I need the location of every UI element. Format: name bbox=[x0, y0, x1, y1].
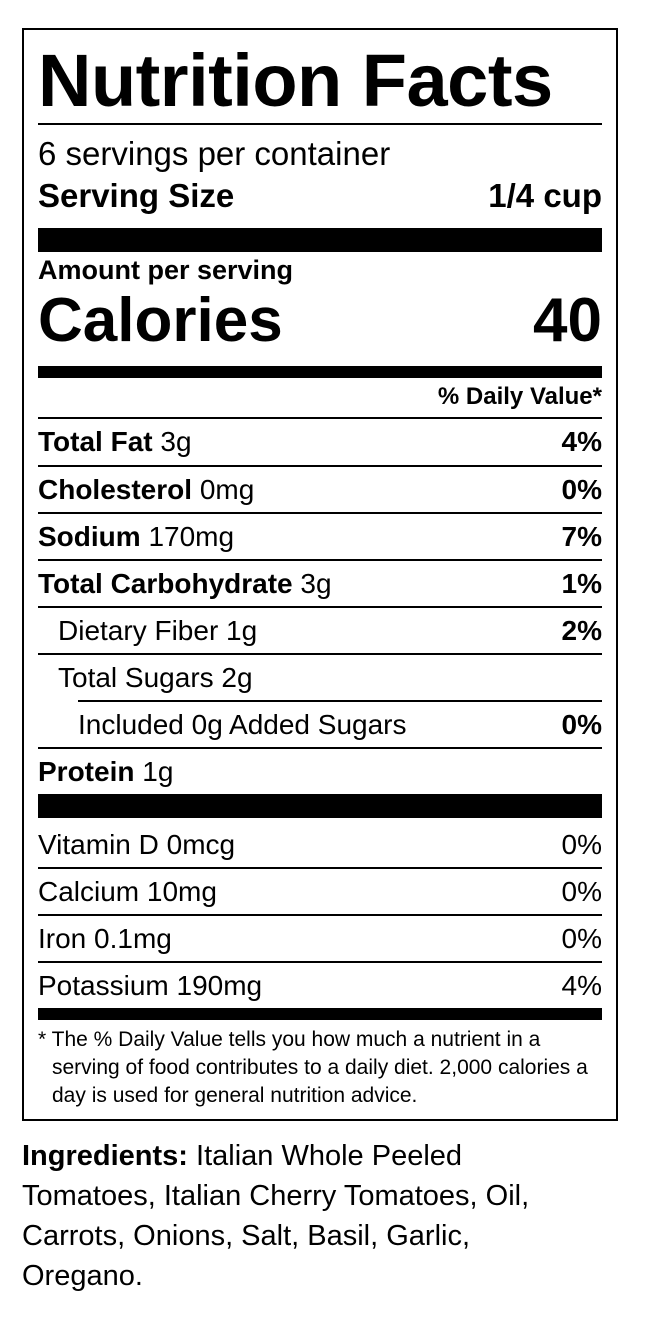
nutrient-name: Total Sugars 2g bbox=[58, 662, 253, 693]
row-divider bbox=[38, 747, 602, 749]
medium-divider bbox=[38, 1008, 602, 1020]
nutrient-daily-value: 0% bbox=[561, 474, 602, 505]
nutrient-daily-value: 2% bbox=[561, 615, 602, 646]
vitamin-daily-value: 0% bbox=[561, 923, 602, 954]
ingredients-heading: Ingredients: bbox=[22, 1140, 188, 1172]
calories-label: Calories bbox=[38, 286, 283, 355]
thick-divider bbox=[38, 228, 602, 252]
row-divider bbox=[38, 914, 602, 916]
row-divider bbox=[38, 961, 602, 963]
row-divider bbox=[38, 512, 602, 514]
nutrient-daily-value: 7% bbox=[561, 521, 602, 552]
nutrient-amount: 3g bbox=[160, 426, 192, 457]
vitamin-name: Vitamin D 0mcg bbox=[38, 829, 236, 860]
vitamin-name: Calcium 10mg bbox=[38, 876, 217, 907]
nutrient-amount: 170mg bbox=[148, 521, 235, 552]
row-divider bbox=[38, 606, 602, 608]
nutrient-name: Included 0g Added Sugars bbox=[78, 709, 407, 740]
daily-value-header: % Daily Value* bbox=[437, 383, 602, 410]
nutrient-row-total-carbohydrate: Total Carbohydrate 3g 1% bbox=[38, 561, 602, 607]
nutrient-name: Total Carbohydrate bbox=[38, 568, 293, 599]
label-content: Nutrition Facts 6 servings per container… bbox=[38, 30, 602, 1119]
title-divider bbox=[38, 123, 602, 125]
row-divider bbox=[38, 417, 602, 419]
calories-row: Calories 40 bbox=[38, 284, 602, 358]
vitamin-daily-value: 0% bbox=[561, 829, 602, 860]
calories-value: 40 bbox=[533, 286, 602, 355]
serving-size-label: Serving Size bbox=[38, 177, 235, 214]
nutrient-row-total-fat: Total Fat 3g 4% bbox=[38, 419, 602, 465]
nutrient-amount: 1g bbox=[142, 756, 174, 787]
ingredients-section: Ingredients: Italian Whole Peeled Tomato… bbox=[22, 1136, 582, 1296]
nutrient-row-dietary-fiber: Dietary Fiber 1g 2% bbox=[58, 608, 602, 654]
serving-size-value: 1/4 cup bbox=[488, 177, 602, 214]
nutrient-row-protein: Protein 1g bbox=[38, 749, 602, 795]
nutrient-name: Protein bbox=[38, 756, 135, 787]
vitamin-row-calcium: Calcium 10mg 0% bbox=[38, 869, 602, 915]
amount-per-serving: Amount per serving bbox=[38, 255, 294, 285]
nutrient-amount: 0mg bbox=[199, 474, 255, 505]
daily-value-footnote: * The % Daily Value tells you how much a… bbox=[38, 1028, 588, 1107]
nutrient-row-total-sugars: Total Sugars 2g bbox=[58, 655, 602, 701]
nutrient-daily-value: 4% bbox=[561, 426, 602, 457]
nutrient-name: Total Fat bbox=[38, 426, 153, 457]
row-divider bbox=[78, 700, 602, 702]
nutrient-amount: 3g bbox=[300, 568, 332, 599]
thick-divider bbox=[38, 794, 602, 818]
nutrition-facts-label: Nutrition Facts 6 servings per container… bbox=[22, 28, 618, 1121]
row-divider bbox=[38, 465, 602, 467]
nutrient-row-sodium: Sodium 170mg 7% bbox=[38, 514, 602, 560]
nutrient-name: Cholesterol bbox=[38, 474, 193, 505]
nutrient-name: Sodium bbox=[38, 521, 141, 552]
vitamin-name: Iron 0.1mg bbox=[38, 923, 172, 954]
nutrient-row-cholesterol: Cholesterol 0mg 0% bbox=[38, 467, 602, 513]
nutrient-name: Dietary Fiber 1g bbox=[58, 615, 258, 646]
row-divider bbox=[38, 653, 602, 655]
nutrient-row-added-sugars: Included 0g Added Sugars 0% bbox=[78, 702, 602, 748]
medium-divider bbox=[38, 366, 602, 378]
vitamin-row-vitamin-d: Vitamin D 0mcg 0% bbox=[38, 822, 602, 868]
vitamin-daily-value: 0% bbox=[561, 876, 602, 907]
nutrient-daily-value: 1% bbox=[561, 568, 602, 599]
label-title: Nutrition Facts bbox=[38, 39, 553, 122]
vitamin-row-iron: Iron 0.1mg 0% bbox=[38, 916, 602, 962]
ingredients-list: Italian Whole Peeled Tomatoes, Italian C… bbox=[22, 1140, 530, 1292]
vitamin-row-potassium: Potassium 190mg 4% bbox=[38, 963, 602, 1009]
row-divider bbox=[38, 867, 602, 869]
nutrient-daily-value: 0% bbox=[561, 709, 602, 740]
serving-size-row: Serving Size 1/4 cup bbox=[38, 176, 602, 216]
vitamin-daily-value: 4% bbox=[561, 970, 602, 1001]
row-divider bbox=[38, 559, 602, 561]
servings-per-container: 6 servings per container bbox=[38, 135, 391, 172]
vitamin-name: Potassium 190mg bbox=[38, 970, 263, 1001]
